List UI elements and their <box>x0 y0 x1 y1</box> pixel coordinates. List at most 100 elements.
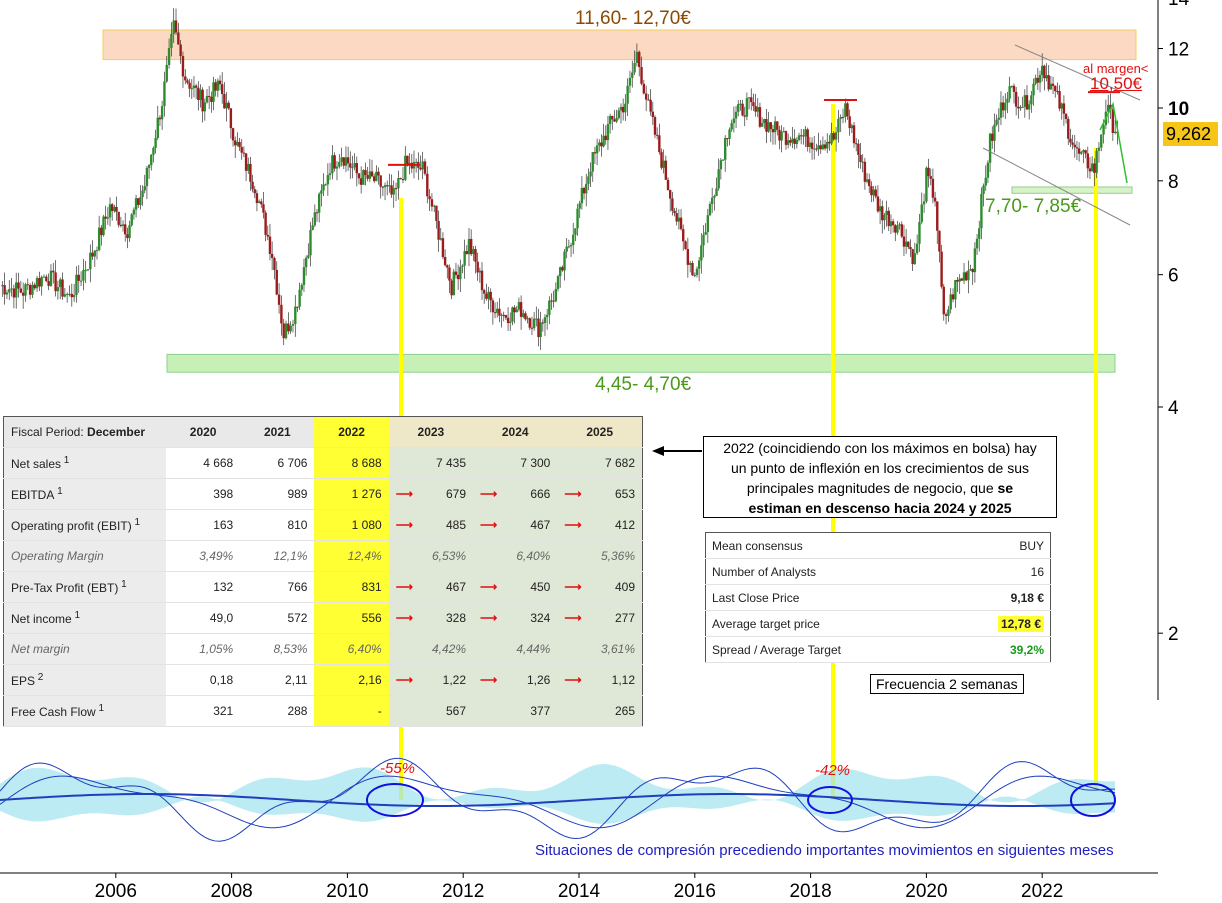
candle-body <box>602 135 605 147</box>
x-tick-label: 2012 <box>442 881 484 902</box>
candle-body <box>795 140 799 145</box>
candle-body <box>889 221 893 227</box>
candle-body <box>664 160 668 180</box>
candle-body <box>79 280 83 282</box>
candle-body <box>322 184 325 191</box>
candle-body <box>883 215 886 221</box>
row-label: EPS 2 <box>3 664 166 696</box>
candle-body <box>823 144 827 149</box>
table-cell: 6,40% <box>314 633 389 665</box>
candle-body <box>1097 147 1101 151</box>
candle-body <box>40 276 43 287</box>
candle-body <box>216 80 220 91</box>
candle-body <box>830 133 833 144</box>
table-row: Operating Margin 3,49% 12,1% 12,4% 6,53% 6,40… <box>3 540 643 572</box>
candle-body <box>771 129 775 133</box>
candle-body <box>450 280 453 296</box>
cell-value: 989 <box>287 487 308 501</box>
candle-body <box>100 227 103 236</box>
candle-body <box>528 318 531 328</box>
candle-body <box>828 141 831 144</box>
candle-body <box>320 190 323 194</box>
row-label-text: Free Cash Flow <box>11 705 96 719</box>
candle-body <box>326 175 330 185</box>
candle-body <box>158 117 162 120</box>
candle-body <box>574 228 577 235</box>
row-label: Net sales 1 <box>3 447 166 479</box>
table-cell: 265 <box>557 695 643 727</box>
oscillator-note: Situaciones de compresión precediendo im… <box>535 842 1114 859</box>
candle-body <box>491 300 495 313</box>
candle-body <box>832 133 835 140</box>
candle-body <box>515 309 518 313</box>
cell-value: 7 300 <box>520 456 551 470</box>
candle-body <box>197 87 200 100</box>
cell-value: 0,18 <box>209 673 234 687</box>
table-row: Operating profit (EBIT) 1 163 810 1 080 ⟶ 485… <box>3 509 643 541</box>
table-cell: 398 <box>166 478 241 510</box>
decline-arrow-icon: ⟶ <box>480 611 498 625</box>
table-cell: 1 276 <box>314 478 389 510</box>
y-tick-label: 4 <box>1168 398 1179 419</box>
candle-body <box>633 62 636 73</box>
candle-body <box>756 107 759 112</box>
candle-body <box>881 206 884 221</box>
candle-body <box>115 206 118 212</box>
candle-body <box>91 252 94 257</box>
candle-body <box>913 253 917 265</box>
cell-value: 679 <box>446 487 467 501</box>
candle-body <box>15 282 18 298</box>
table-row: Pre-Tax Profit (EBT) 1 132 766 831 ⟶ 467 ⟶ 450 ⟶… <box>3 571 643 603</box>
candle-body <box>56 287 60 292</box>
table-cell: 377 <box>473 695 558 727</box>
candle-body <box>1080 152 1083 154</box>
candle-body <box>474 249 477 262</box>
candle-body <box>485 293 488 299</box>
candle-body <box>556 276 560 289</box>
cell-value: 7 682 <box>604 456 635 470</box>
candle-body <box>745 98 749 117</box>
candle-body <box>1058 91 1061 109</box>
candle-body <box>487 291 490 299</box>
candle-body <box>282 323 285 339</box>
candle-body <box>201 89 204 112</box>
candle-body <box>242 152 246 154</box>
candle-body <box>1086 153 1089 169</box>
candle-body <box>585 183 588 194</box>
table-cell: 12,4% <box>314 540 389 572</box>
candle-body <box>284 323 288 339</box>
consensus-label: Spread / Average Target <box>705 636 950 663</box>
table-cell: ⟶ 409 <box>557 571 643 603</box>
candle-body <box>49 270 53 286</box>
candle-body <box>580 188 584 204</box>
candle-body <box>554 288 558 302</box>
candle-body <box>419 167 422 170</box>
candle-body <box>582 188 586 194</box>
candle-body <box>776 121 779 130</box>
candle-body <box>837 118 840 133</box>
candle-body <box>452 271 455 296</box>
candle-body <box>253 189 256 194</box>
cell-value: 6,40% <box>347 642 382 656</box>
callout-line: estiman en descenso hacia 2024 y 2025 <box>706 498 1054 518</box>
candle-body <box>459 266 462 280</box>
candle-body <box>920 204 923 223</box>
candle-body <box>84 270 87 272</box>
candle-body <box>993 124 996 141</box>
y-tick-label: 2 <box>1168 624 1179 645</box>
candle-body <box>247 163 250 171</box>
candle-body <box>154 138 157 148</box>
fiscal-period-label: Fiscal Period: <box>11 425 88 439</box>
candle-body <box>752 102 755 107</box>
candle-body <box>595 145 599 154</box>
candle-body <box>289 325 292 332</box>
candle-body <box>606 124 610 141</box>
margin-note: al margen< <box>1083 61 1149 76</box>
candle-body <box>47 281 50 286</box>
drop-2018-label: -42% <box>815 762 851 779</box>
table-cell: 6,40% <box>473 540 558 572</box>
candle-body <box>878 206 882 212</box>
candle-body <box>38 278 41 287</box>
candle-body <box>954 280 957 300</box>
y-tick-label: 6 <box>1168 266 1179 287</box>
